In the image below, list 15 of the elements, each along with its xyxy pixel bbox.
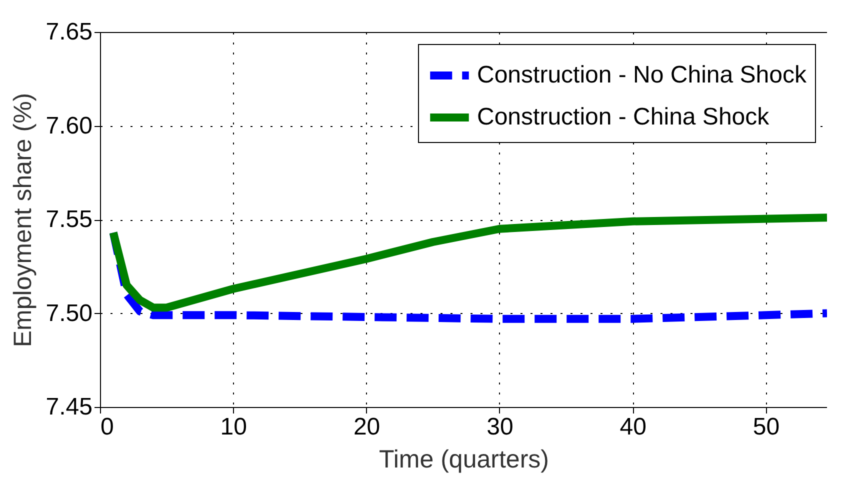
x-tick-label: 10: [220, 414, 247, 440]
legend-label: Construction - No China Shock: [477, 62, 808, 88]
y-tick-label: 7.65: [46, 18, 92, 46]
y-tick-label: 7.50: [46, 300, 92, 327]
x-tick-label: 30: [486, 414, 514, 440]
y-tick-label: 7.60: [46, 112, 92, 140]
x-axis-title: Time (quarters): [379, 446, 549, 474]
x-tick-label: 0: [100, 414, 114, 440]
x-tick-label: 20: [353, 414, 380, 440]
y-tick-label: 7.55: [46, 206, 92, 233]
x-tick-label: 50: [752, 414, 780, 440]
legend-label: Construction - China Shock: [477, 104, 770, 130]
y-tick-label: 7.45: [46, 394, 92, 420]
y-axis-title: Employment share (%): [8, 92, 37, 348]
x-tick-label: 40: [620, 414, 646, 440]
